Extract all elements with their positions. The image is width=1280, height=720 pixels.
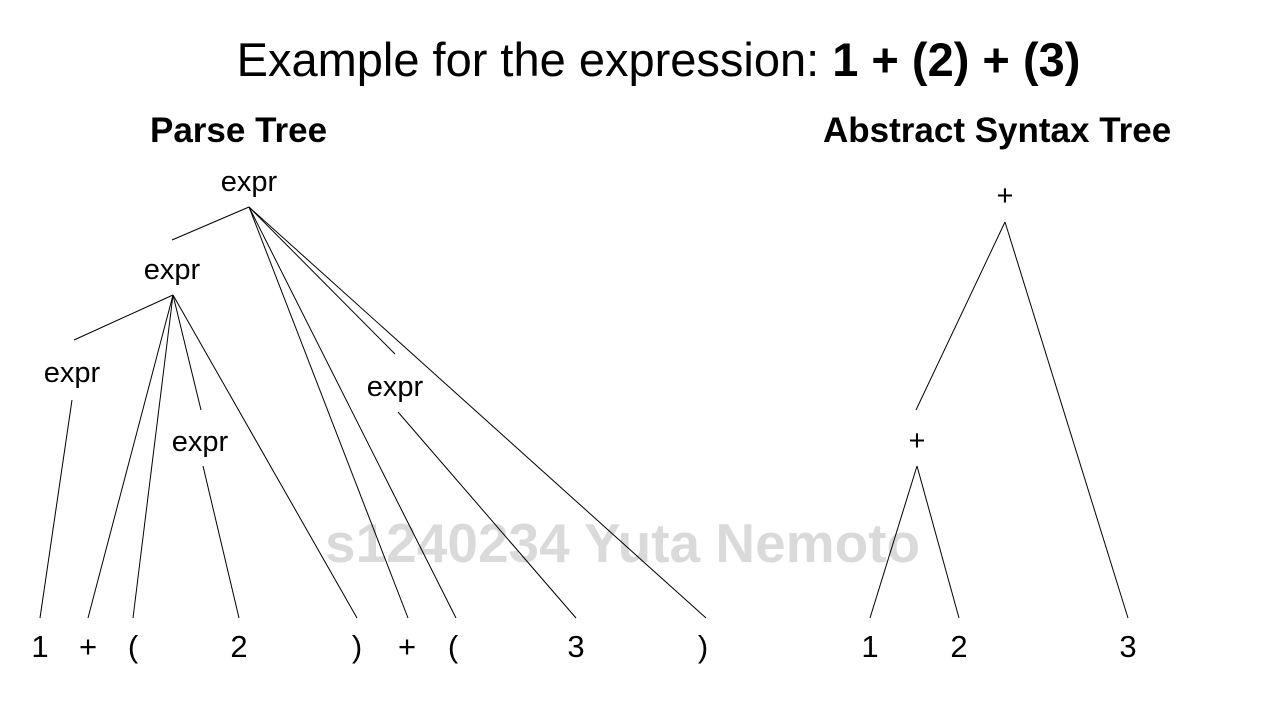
parse-leaf: ( (128, 629, 139, 664)
ast-heading: Abstract Syntax Tree (823, 111, 1172, 150)
edge-root-to-rparen2 (248, 206, 707, 619)
edge-expr1-to-expr2 (73, 294, 174, 341)
ast-leaf: 3 (1119, 629, 1136, 664)
parse-leaf: ) (352, 629, 362, 664)
title-prefix: Example for the expression: (236, 33, 833, 86)
edge-ast-inner-to-2 (916, 465, 960, 619)
parse-leaf: 1 (31, 629, 48, 664)
parse-node-expr-4: expr (367, 371, 424, 403)
edge-ast-inner-to-1 (869, 465, 918, 619)
parse-node-expr-1: expr (144, 254, 201, 286)
edge-root-to-expr1 (171, 206, 250, 241)
edge-expr3-to-2 (202, 465, 240, 619)
edge-expr1-to-lparen1 (132, 294, 174, 619)
edge-root-to-expr4 (248, 206, 396, 355)
edge-expr4-to-3 (397, 411, 577, 619)
parse-leaf: ) (698, 629, 708, 664)
edge-ast-root-to-3 (1004, 221, 1129, 619)
title-expression: 1 + (2) + (3) (832, 33, 1081, 86)
ast-leaf: 2 (950, 629, 967, 664)
parse-node-expr-3: expr (172, 426, 229, 458)
parse-leaf: 2 (230, 629, 247, 664)
watermark: s1240234 Yuta Nemoto (325, 512, 921, 574)
parse-tree-edges (39, 206, 707, 619)
parse-leaf: + (398, 629, 416, 664)
ast-edges (869, 221, 1129, 619)
parse-node-expr-root: expr (221, 166, 278, 198)
ast-nodes: + + 1 2 3 (861, 180, 1136, 664)
edge-expr1-to-plus1 (87, 294, 174, 619)
edge-expr1-to-rparen1 (172, 294, 358, 619)
ast-node-inner-plus: + (909, 425, 926, 457)
parse-tree-leaves: 1 + ( 2 ) + ( 3 ) (31, 629, 708, 664)
edge-expr2-to-1 (39, 399, 73, 619)
parse-leaf: 3 (567, 629, 584, 664)
parse-leaf: ( (448, 629, 459, 664)
ast-node-root-plus: + (997, 180, 1014, 212)
edge-root-to-plus2 (248, 206, 409, 619)
ast-leaf: 1 (861, 629, 878, 664)
parse-leaf: + (79, 629, 97, 664)
edge-ast-root-to-inner (915, 221, 1006, 411)
edge-root-to-lparen2 (248, 206, 457, 619)
edge-expr1-to-expr3 (172, 294, 202, 411)
slide-title: Example for the expression: 1 + (2) + (3… (0, 30, 1280, 90)
parse-tree-heading: Parse Tree (150, 111, 328, 150)
parse-tree-nodes: expr expr expr expr expr (44, 166, 424, 458)
parse-node-expr-2: expr (44, 357, 101, 389)
